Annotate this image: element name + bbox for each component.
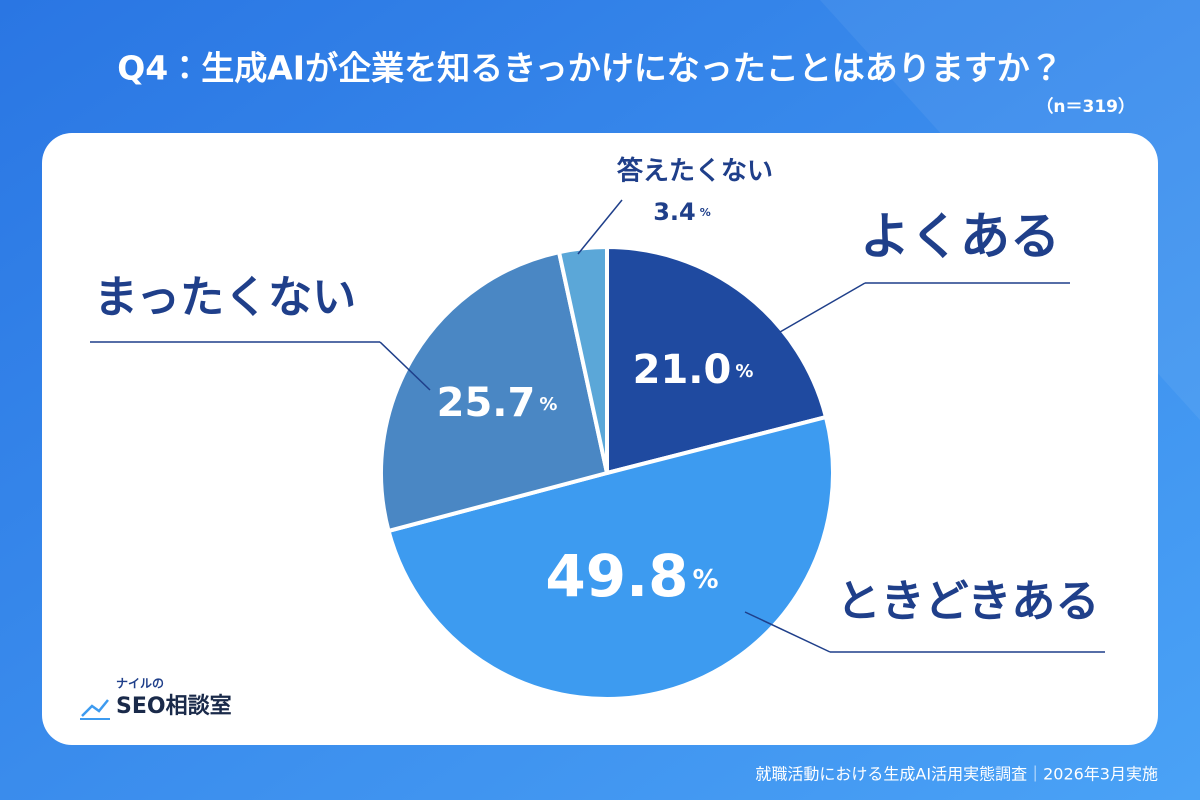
logo-subtitle: ナイルの xyxy=(116,677,164,691)
leader-line xyxy=(744,611,831,653)
value-label: 25.7% xyxy=(437,380,558,426)
value-label: 49.8% xyxy=(545,542,718,610)
pie-slice xyxy=(386,415,835,702)
leader-line xyxy=(379,341,431,391)
footer: 就職活動における生成AI活用実態調査｜2026年3月実施 xyxy=(755,765,1158,784)
value-label: 21.0% xyxy=(633,347,754,393)
category-label: まったくない xyxy=(94,272,356,323)
pie-slice xyxy=(379,250,609,533)
value-label: 3.4% xyxy=(653,198,711,226)
leader-line xyxy=(779,282,866,333)
logo-name: SEO相談室 xyxy=(116,693,232,719)
chart-subtitle: （n＝319） xyxy=(1036,96,1135,117)
logo-icon xyxy=(81,699,109,717)
leader-line xyxy=(577,199,623,255)
category-label: ときどきある xyxy=(837,576,1100,627)
category-label: 答えたくない xyxy=(616,156,773,187)
chart-title: Q4：生成AIが企業を知るきっかけになったことはありますか？ xyxy=(117,49,1063,88)
category-label: よくある xyxy=(860,208,1060,266)
logo: ナイルの SEO相談室 xyxy=(80,677,232,720)
pie-slice xyxy=(605,245,828,475)
